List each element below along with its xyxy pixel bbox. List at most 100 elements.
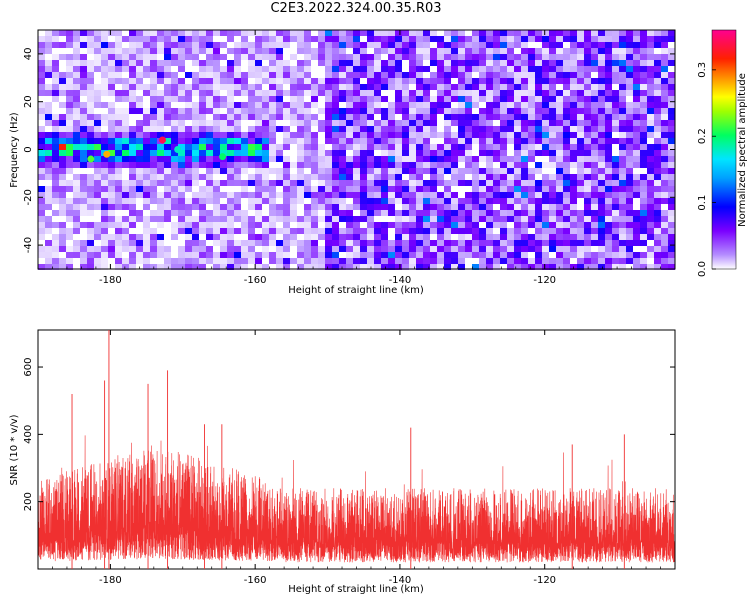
heatmap-cell xyxy=(367,174,374,180)
heatmap-cell xyxy=(486,72,493,78)
heatmap-cell xyxy=(45,186,52,192)
heatmap-cell xyxy=(416,168,423,174)
heatmap-cell xyxy=(374,60,381,66)
heatmap-cell xyxy=(346,240,353,246)
heatmap-cell xyxy=(367,114,374,120)
heatmap-cell xyxy=(213,96,220,102)
heatmap-cell xyxy=(584,126,591,132)
heatmap-cell xyxy=(598,132,605,138)
heatmap-cell xyxy=(262,222,269,228)
heatmap-cell xyxy=(388,72,395,78)
heatmap-cell xyxy=(528,156,535,162)
heatmap-cell xyxy=(437,264,444,270)
heatmap-cell xyxy=(38,78,45,84)
heatmap-cell xyxy=(514,138,521,144)
heatmap-cell xyxy=(444,84,451,90)
heatmap-cell xyxy=(626,192,633,198)
heatmap-cell xyxy=(318,168,325,174)
heatmap-cell xyxy=(458,222,465,228)
heatmap-cell xyxy=(199,108,206,114)
heatmap-cell xyxy=(262,252,269,258)
heatmap-cell xyxy=(668,96,675,102)
heatmap-cell xyxy=(668,180,675,186)
heatmap-cell xyxy=(577,156,584,162)
heatmap-cell xyxy=(171,204,178,210)
heatmap-cell xyxy=(108,150,115,156)
heatmap-cell xyxy=(234,192,241,198)
heatmap-cell xyxy=(38,174,45,180)
heatmap-cell xyxy=(367,222,374,228)
heatmap-cell xyxy=(241,36,248,42)
heatmap-cell xyxy=(395,96,402,102)
heatmap-cell xyxy=(605,126,612,132)
heatmap-cell xyxy=(185,216,192,222)
heatmap-cell xyxy=(325,186,332,192)
heatmap-cell xyxy=(570,204,577,210)
heatmap-cell xyxy=(192,126,199,132)
heatmap-cell xyxy=(346,258,353,264)
heatmap-cell xyxy=(465,120,472,126)
heatmap-cell xyxy=(486,78,493,84)
heatmap-cell xyxy=(339,204,346,210)
heatmap-cell xyxy=(318,78,325,84)
heatmap-cell xyxy=(325,96,332,102)
heatmap-cell xyxy=(269,48,276,54)
heatmap-cell xyxy=(535,126,542,132)
heatmap-cell xyxy=(633,150,640,156)
heatmap-cell xyxy=(395,198,402,204)
heatmap-cell xyxy=(87,222,94,228)
heatmap-cell xyxy=(591,90,598,96)
heatmap-cell xyxy=(360,210,367,216)
heatmap-cell xyxy=(528,114,535,120)
heatmap-cell xyxy=(206,234,213,240)
heatmap-cell xyxy=(493,36,500,42)
heatmap-cell xyxy=(416,126,423,132)
heatmap-cell xyxy=(563,210,570,216)
heatmap-cell xyxy=(38,48,45,54)
heatmap-cell xyxy=(493,186,500,192)
heatmap-cell xyxy=(479,240,486,246)
heatmap-cell xyxy=(381,198,388,204)
heatmap-cell xyxy=(122,228,129,234)
heatmap-cell xyxy=(619,156,626,162)
heatmap-cell xyxy=(549,210,556,216)
heatmap-cell xyxy=(150,186,157,192)
heatmap-cell xyxy=(661,120,668,126)
heatmap-cell xyxy=(388,48,395,54)
heatmap-cell xyxy=(45,174,52,180)
heatmap-cell xyxy=(514,210,521,216)
heatmap-cell xyxy=(311,162,318,168)
heatmap-cell xyxy=(528,144,535,150)
heatmap-cell xyxy=(388,66,395,72)
heatmap-cell xyxy=(80,192,87,198)
heatmap-cell xyxy=(416,198,423,204)
heatmap-cell xyxy=(59,132,66,138)
heatmap-cell xyxy=(542,60,549,66)
y-tick-label: -40 xyxy=(23,237,34,253)
heatmap-cell xyxy=(584,198,591,204)
heatmap-cell xyxy=(353,78,360,84)
heatmap-cell xyxy=(234,204,241,210)
heatmap-cell xyxy=(241,210,248,216)
heatmap-cell xyxy=(430,54,437,60)
heatmap-cell xyxy=(73,186,80,192)
heatmap-cell xyxy=(500,180,507,186)
heatmap-cell xyxy=(472,36,479,42)
heatmap-cell xyxy=(192,204,199,210)
heatmap-cell xyxy=(486,96,493,102)
heatmap-cell xyxy=(199,132,206,138)
heatmap-cell xyxy=(409,198,416,204)
heatmap-cell xyxy=(514,192,521,198)
heatmap-cell xyxy=(521,210,528,216)
heatmap-cell xyxy=(591,30,598,36)
heatmap-cell xyxy=(374,252,381,258)
heatmap-cell xyxy=(318,54,325,60)
heatmap-cell xyxy=(143,222,150,228)
heatmap-cell xyxy=(465,48,472,54)
heatmap-cell xyxy=(150,54,157,60)
heatmap-cell xyxy=(563,222,570,228)
heatmap-cell xyxy=(570,186,577,192)
heatmap-cell xyxy=(255,240,262,246)
heatmap-cell xyxy=(360,108,367,114)
heatmap-cell xyxy=(94,84,101,90)
